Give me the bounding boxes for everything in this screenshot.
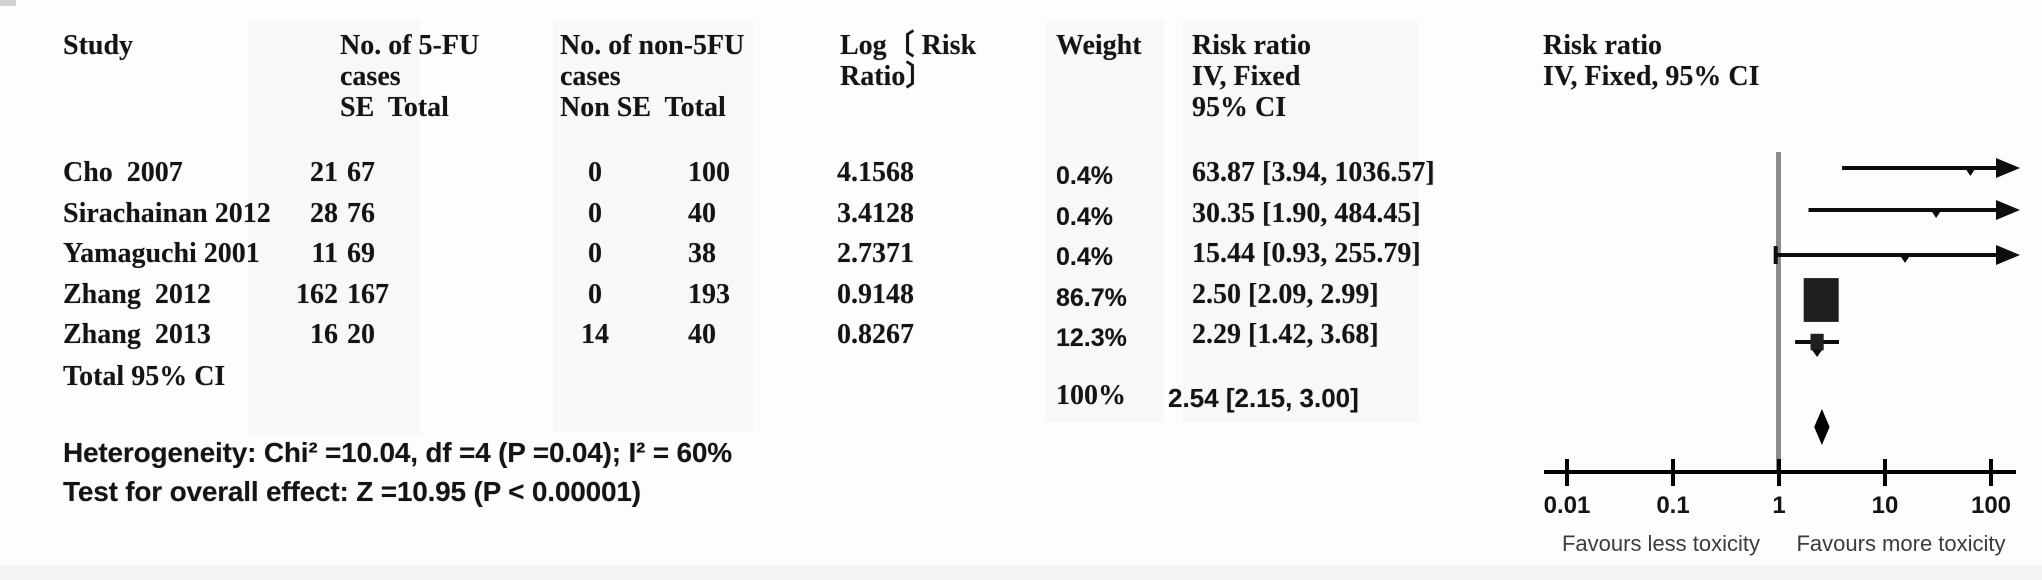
cell-log_rr: 4.1568 <box>837 157 914 188</box>
arrow-right-icon <box>1996 200 2020 220</box>
cell-se: 11 <box>311 238 338 269</box>
cell-non_se: 0 <box>588 279 602 310</box>
arrow-right-icon <box>1996 158 2020 178</box>
col-header-5fu-cases: No. of 5-FU cases SE Total <box>340 30 480 123</box>
col-header-risk-ratio-plot: Risk ratio IV, Fixed, 95% CI <box>1543 30 1760 92</box>
cell-log_rr: 0.9148 <box>837 279 914 310</box>
scan-band <box>1046 20 1164 422</box>
cell-rr_ci: 2.29 [1.42, 3.68] <box>1192 319 1379 350</box>
scan-edge-strip <box>0 565 2042 580</box>
cell-total: 67 <box>347 157 375 188</box>
cell-study: Cho 2007 <box>63 157 183 188</box>
cell-se: 162 <box>296 279 338 310</box>
scan-corner-smudge <box>0 0 16 6</box>
marker-pendant <box>1812 350 1823 357</box>
axis-tick-label: 0.1 <box>1656 492 1690 519</box>
cell-study: Yamaguchi 2001 <box>63 238 260 269</box>
col-header-weight: Weight <box>1056 30 1142 61</box>
cell-rr_ci: 63.87 [3.94, 1036.57] <box>1192 157 1435 188</box>
cell-non_total: 40 <box>688 198 716 229</box>
cell-total: 20 <box>347 319 375 350</box>
cell-se: 16 <box>310 319 338 350</box>
effect-marker <box>1964 167 1977 176</box>
cell-rr_ci: 15.44 [0.93, 255.79] <box>1192 238 1421 269</box>
cell-study: Zhang 2012 <box>63 279 211 310</box>
cell-se: 28 <box>310 198 338 229</box>
col-header-study: Study <box>63 30 134 61</box>
heterogeneity-stats: Heterogeneity: Chi² =10.04, df =4 (P =0.… <box>63 437 732 468</box>
cell-weight: 12.3% <box>1056 324 1127 352</box>
cell-rr_ci: 2.50 [2.09, 2.99] <box>1192 279 1379 310</box>
axis-tick-label: 1 <box>1772 492 1786 519</box>
overall-effect-test: Test for overall effect: Z =10.95 (P < 0… <box>63 476 641 507</box>
axis-tick-label: 0.01 <box>1543 492 1591 519</box>
cell-weight: 0.4% <box>1056 243 1113 271</box>
cell-log_rr: 3.4128 <box>837 198 914 229</box>
total-weight: 100% <box>1056 380 1126 411</box>
cell-non_se: 0 <box>588 198 602 229</box>
cell-log_rr: 2.7371 <box>837 238 914 269</box>
scan-band <box>553 20 753 432</box>
effect-square <box>1803 278 1839 322</box>
arrow-right-icon <box>1996 245 2020 265</box>
cell-total: 167 <box>347 279 389 310</box>
cell-non_total: 100 <box>688 157 730 188</box>
scan-band <box>1183 20 1418 422</box>
cell-non_se: 0 <box>588 238 602 269</box>
cell-log_rr: 0.8267 <box>837 319 914 350</box>
col-header-risk-ratio: Risk ratio IV, Fixed 95% CI <box>1192 30 1311 123</box>
cell-non_se: 14 <box>581 319 609 350</box>
col-header-non-5fu-cases: No. of non-5FU cases Non SE Total <box>560 30 745 123</box>
axis-tick-label: 10 <box>1871 492 1899 519</box>
cell-non_se: 0 <box>588 157 602 188</box>
total-diamond <box>1814 409 1830 445</box>
favours-right-label: Favours more toxicity <box>1796 531 2006 556</box>
cell-weight: 86.7% <box>1056 284 1127 312</box>
cell-total: 76 <box>347 198 375 229</box>
scan-band <box>248 20 420 435</box>
cell-study: Sirachainan 2012 <box>63 198 271 229</box>
cell-non_total: 38 <box>688 238 716 269</box>
col-header-log-risk-ratio: Log〔 Risk Ratio〕 <box>840 30 977 92</box>
favours-left-label: Favours less toxicity <box>1561 531 1761 556</box>
total-label: Total 95% CI <box>63 361 226 392</box>
total-risk-ratio: 2.54 [2.15, 3.00] <box>1168 383 1359 413</box>
cell-weight: 0.4% <box>1056 203 1113 231</box>
cell-rr_ci: 30.35 [1.90, 484.45] <box>1192 198 1421 229</box>
axis-tick-label: 100 <box>1970 492 2012 519</box>
cell-non_total: 193 <box>688 279 730 310</box>
cell-se: 21 <box>310 157 338 188</box>
cell-total: 69 <box>347 238 375 269</box>
effect-marker <box>1930 209 1943 218</box>
cell-study: Zhang 2013 <box>63 319 211 350</box>
effect-square <box>1810 333 1824 351</box>
cell-non_total: 40 <box>688 319 716 350</box>
cell-weight: 0.4% <box>1056 162 1113 190</box>
no-effect-line <box>1776 152 1781 472</box>
effect-marker <box>1899 254 1911 263</box>
